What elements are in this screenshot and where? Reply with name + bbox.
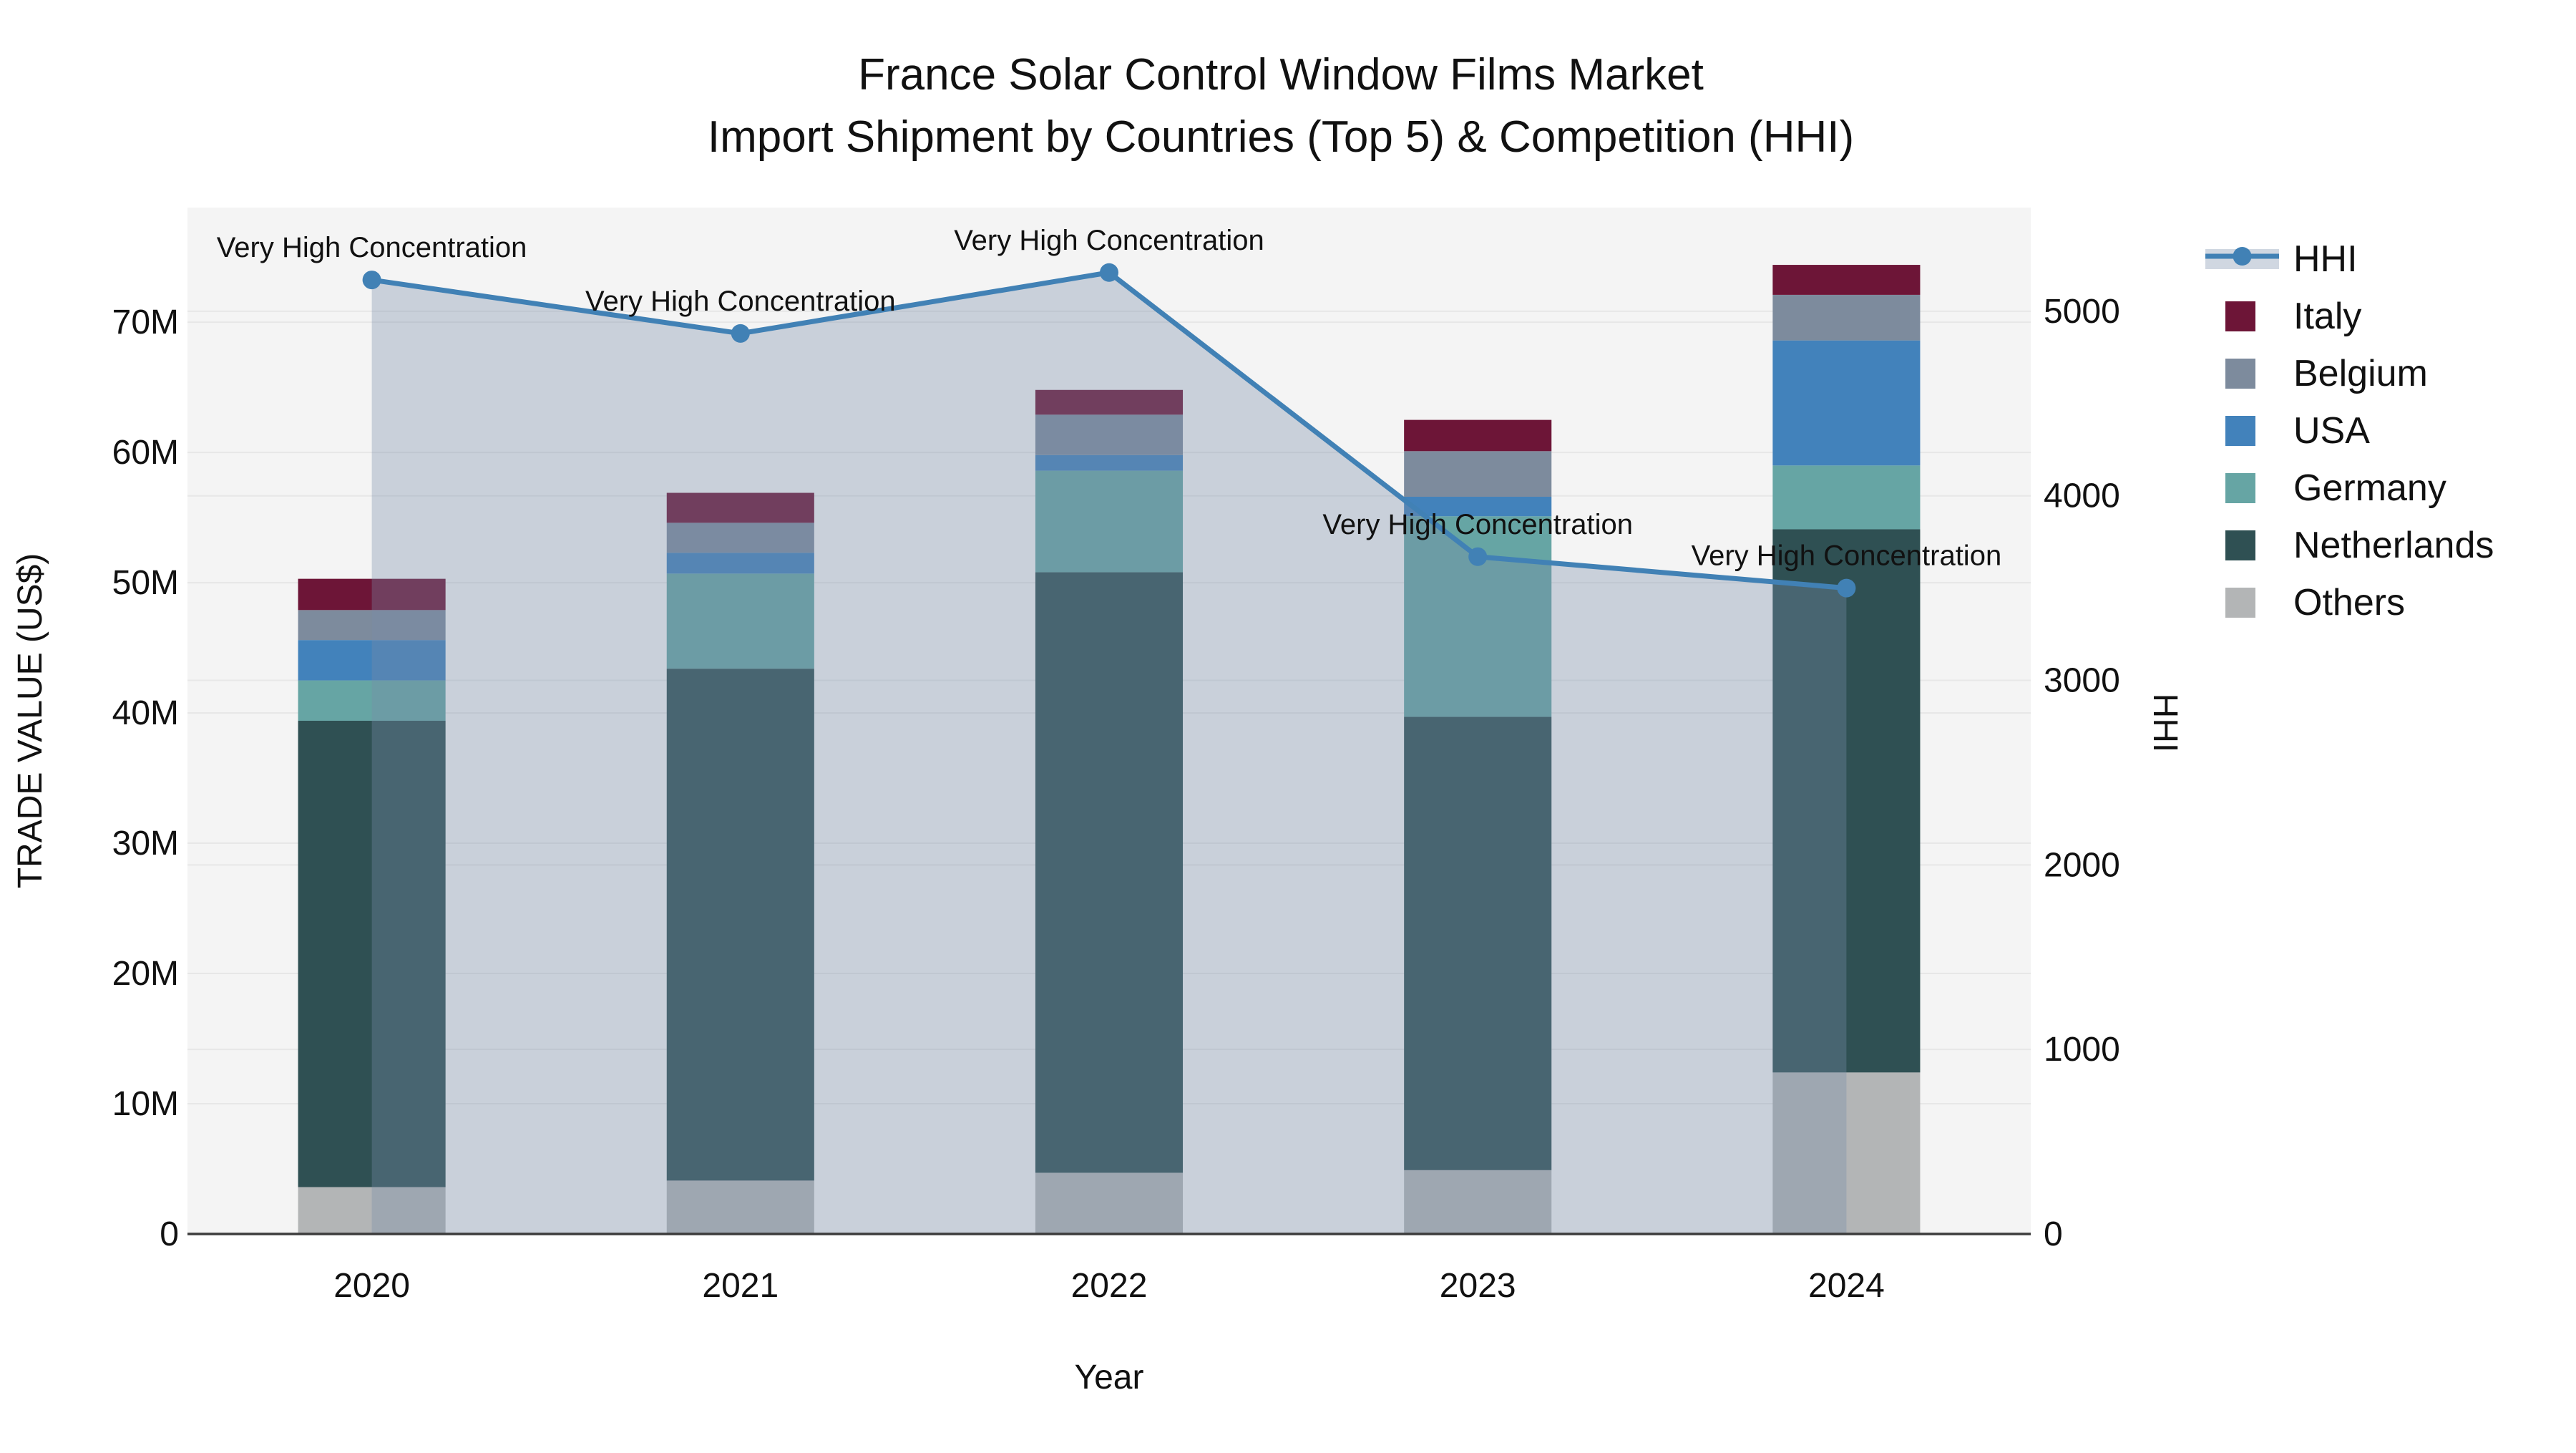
- y-right-tick-5000: 5000: [2044, 293, 2120, 331]
- bar-segment-2021-germany[interactable]: [666, 573, 814, 669]
- bar-segment-2021-netherlands[interactable]: [666, 669, 814, 1181]
- hhi-marker-2020[interactable]: [362, 271, 381, 290]
- x-tick-2020: 2020: [333, 1267, 410, 1305]
- legend-swatch-italy: [2225, 301, 2255, 331]
- x-tick-2022: 2022: [1071, 1267, 1148, 1305]
- bar-segment-2023-others[interactable]: [1404, 1170, 1552, 1234]
- legend-item-netherlands[interactable]: Netherlands: [2225, 525, 2494, 566]
- legend: HHI Italy Belgium USA Germany Netherlands Othe…: [2205, 238, 2494, 623]
- legend-item-italy[interactable]: Italy: [2225, 296, 2361, 337]
- legend-swatch-others: [2225, 588, 2255, 618]
- plot-area-layer: Very High Concentration Very High Concent…: [112, 208, 2120, 1305]
- y-right-tick-0: 0: [2044, 1215, 2063, 1253]
- x-tick-2021: 2021: [702, 1267, 779, 1305]
- chart-title-line1: France Solar Control Window Films Market: [858, 50, 1704, 99]
- annotation-2024: Very High Concentration: [1692, 540, 2002, 572]
- bar-segment-2024-netherlands[interactable]: [1772, 529, 1921, 1073]
- annotation-2022: Very High Concentration: [954, 225, 1264, 256]
- legend-label-belgium: Belgium: [2293, 353, 2428, 394]
- bar-segment-2024-italy[interactable]: [1772, 265, 1921, 295]
- legend-item-belgium[interactable]: Belgium: [2225, 353, 2428, 394]
- bar-segment-2023-italy[interactable]: [1404, 419, 1552, 452]
- legend-swatch-germany: [2225, 473, 2255, 503]
- bar-segment-2020-germany[interactable]: [298, 680, 446, 721]
- bar-segment-2023-netherlands[interactable]: [1404, 716, 1552, 1170]
- bar-segment-2022-others[interactable]: [1035, 1172, 1184, 1234]
- x-axis-title: Year: [1075, 1359, 1144, 1396]
- bar-segment-2021-usa[interactable]: [666, 553, 814, 574]
- bar-segment-2020-netherlands[interactable]: [298, 721, 446, 1187]
- y-left-tick-10M: 10M: [112, 1085, 179, 1123]
- y-right-tick-3000: 3000: [2044, 662, 2120, 700]
- x-tick-2023: 2023: [1440, 1267, 1516, 1305]
- hhi-marker-2023[interactable]: [1468, 547, 1488, 566]
- legend-item-usa[interactable]: USA: [2225, 410, 2370, 452]
- bar-segment-2023-belgium[interactable]: [1404, 451, 1552, 497]
- hhi-marker-2022[interactable]: [1100, 263, 1118, 282]
- bar-segment-2022-belgium[interactable]: [1035, 414, 1184, 455]
- legend-label-germany: Germany: [2293, 467, 2446, 509]
- bar-segment-2024-germany[interactable]: [1772, 465, 1921, 530]
- bar-segment-2021-italy[interactable]: [666, 492, 814, 523]
- y-left-tick-60M: 60M: [112, 434, 179, 472]
- bar-segment-2020-others[interactable]: [298, 1187, 446, 1234]
- legend-item-others[interactable]: Others: [2225, 582, 2405, 623]
- bar-segment-2024-others[interactable]: [1772, 1072, 1921, 1234]
- y-left-tick-70M: 70M: [112, 303, 179, 341]
- legend-item-germany[interactable]: Germany: [2225, 467, 2446, 509]
- bar-segment-2022-germany[interactable]: [1035, 470, 1184, 573]
- legend-label-netherlands: Netherlands: [2293, 525, 2494, 566]
- chart-title-line2: Import Shipment by Countries (Top 5) & C…: [708, 112, 1854, 162]
- y-right-tick-2000: 2000: [2044, 846, 2120, 884]
- y-left-tick-50M: 50M: [112, 564, 179, 602]
- x-tick-2024: 2024: [1808, 1267, 1885, 1305]
- annotation-2020: Very High Concentration: [217, 232, 527, 263]
- legend-hhi-marker-sample: [2233, 247, 2252, 266]
- legend-label-others: Others: [2293, 582, 2405, 623]
- legend-label-usa: USA: [2293, 410, 2370, 452]
- annotation-2021: Very High Concentration: [585, 286, 896, 317]
- legend-swatch-usa: [2225, 416, 2255, 446]
- hhi-marker-2021[interactable]: [731, 324, 750, 343]
- y-right-tick-1000: 1000: [2044, 1031, 2120, 1069]
- y-left-tick-30M: 30M: [112, 825, 179, 862]
- y-left-tick-0: 0: [160, 1215, 179, 1253]
- legend-swatch-belgium: [2225, 359, 2255, 389]
- bar-segment-2021-belgium[interactable]: [666, 523, 814, 553]
- y-left-axis-title: TRADE VALUE (US$): [11, 553, 49, 889]
- bar-segment-2022-italy[interactable]: [1035, 389, 1184, 415]
- bar-segment-2020-italy[interactable]: [298, 578, 446, 611]
- legend-label-italy: Italy: [2293, 296, 2361, 337]
- legend-swatch-netherlands: [2225, 530, 2255, 560]
- legend-item-hhi[interactable]: HHI: [2205, 238, 2358, 280]
- bar-segment-2020-usa[interactable]: [298, 640, 446, 681]
- annotation-2023: Very High Concentration: [1322, 509, 1633, 540]
- hhi-area-fill: [371, 272, 1847, 1235]
- bar-segment-2022-usa[interactable]: [1035, 455, 1184, 471]
- legend-label-hhi: HHI: [2293, 238, 2358, 280]
- bar-segment-2021-others[interactable]: [666, 1180, 814, 1234]
- y-left-tick-20M: 20M: [112, 955, 179, 993]
- y-right-axis-title: HHI: [2146, 694, 2184, 753]
- bar-segment-2024-belgium[interactable]: [1772, 294, 1921, 341]
- hhi-marker-2024[interactable]: [1837, 578, 1856, 598]
- bar-segment-2023-usa[interactable]: [1404, 496, 1552, 517]
- bar-segment-2022-netherlands[interactable]: [1035, 572, 1184, 1173]
- bar-segment-2024-usa[interactable]: [1772, 340, 1921, 466]
- y-left-tick-40M: 40M: [112, 694, 179, 732]
- y-right-tick-4000: 4000: [2044, 477, 2120, 515]
- bar-segment-2020-belgium[interactable]: [298, 610, 446, 641]
